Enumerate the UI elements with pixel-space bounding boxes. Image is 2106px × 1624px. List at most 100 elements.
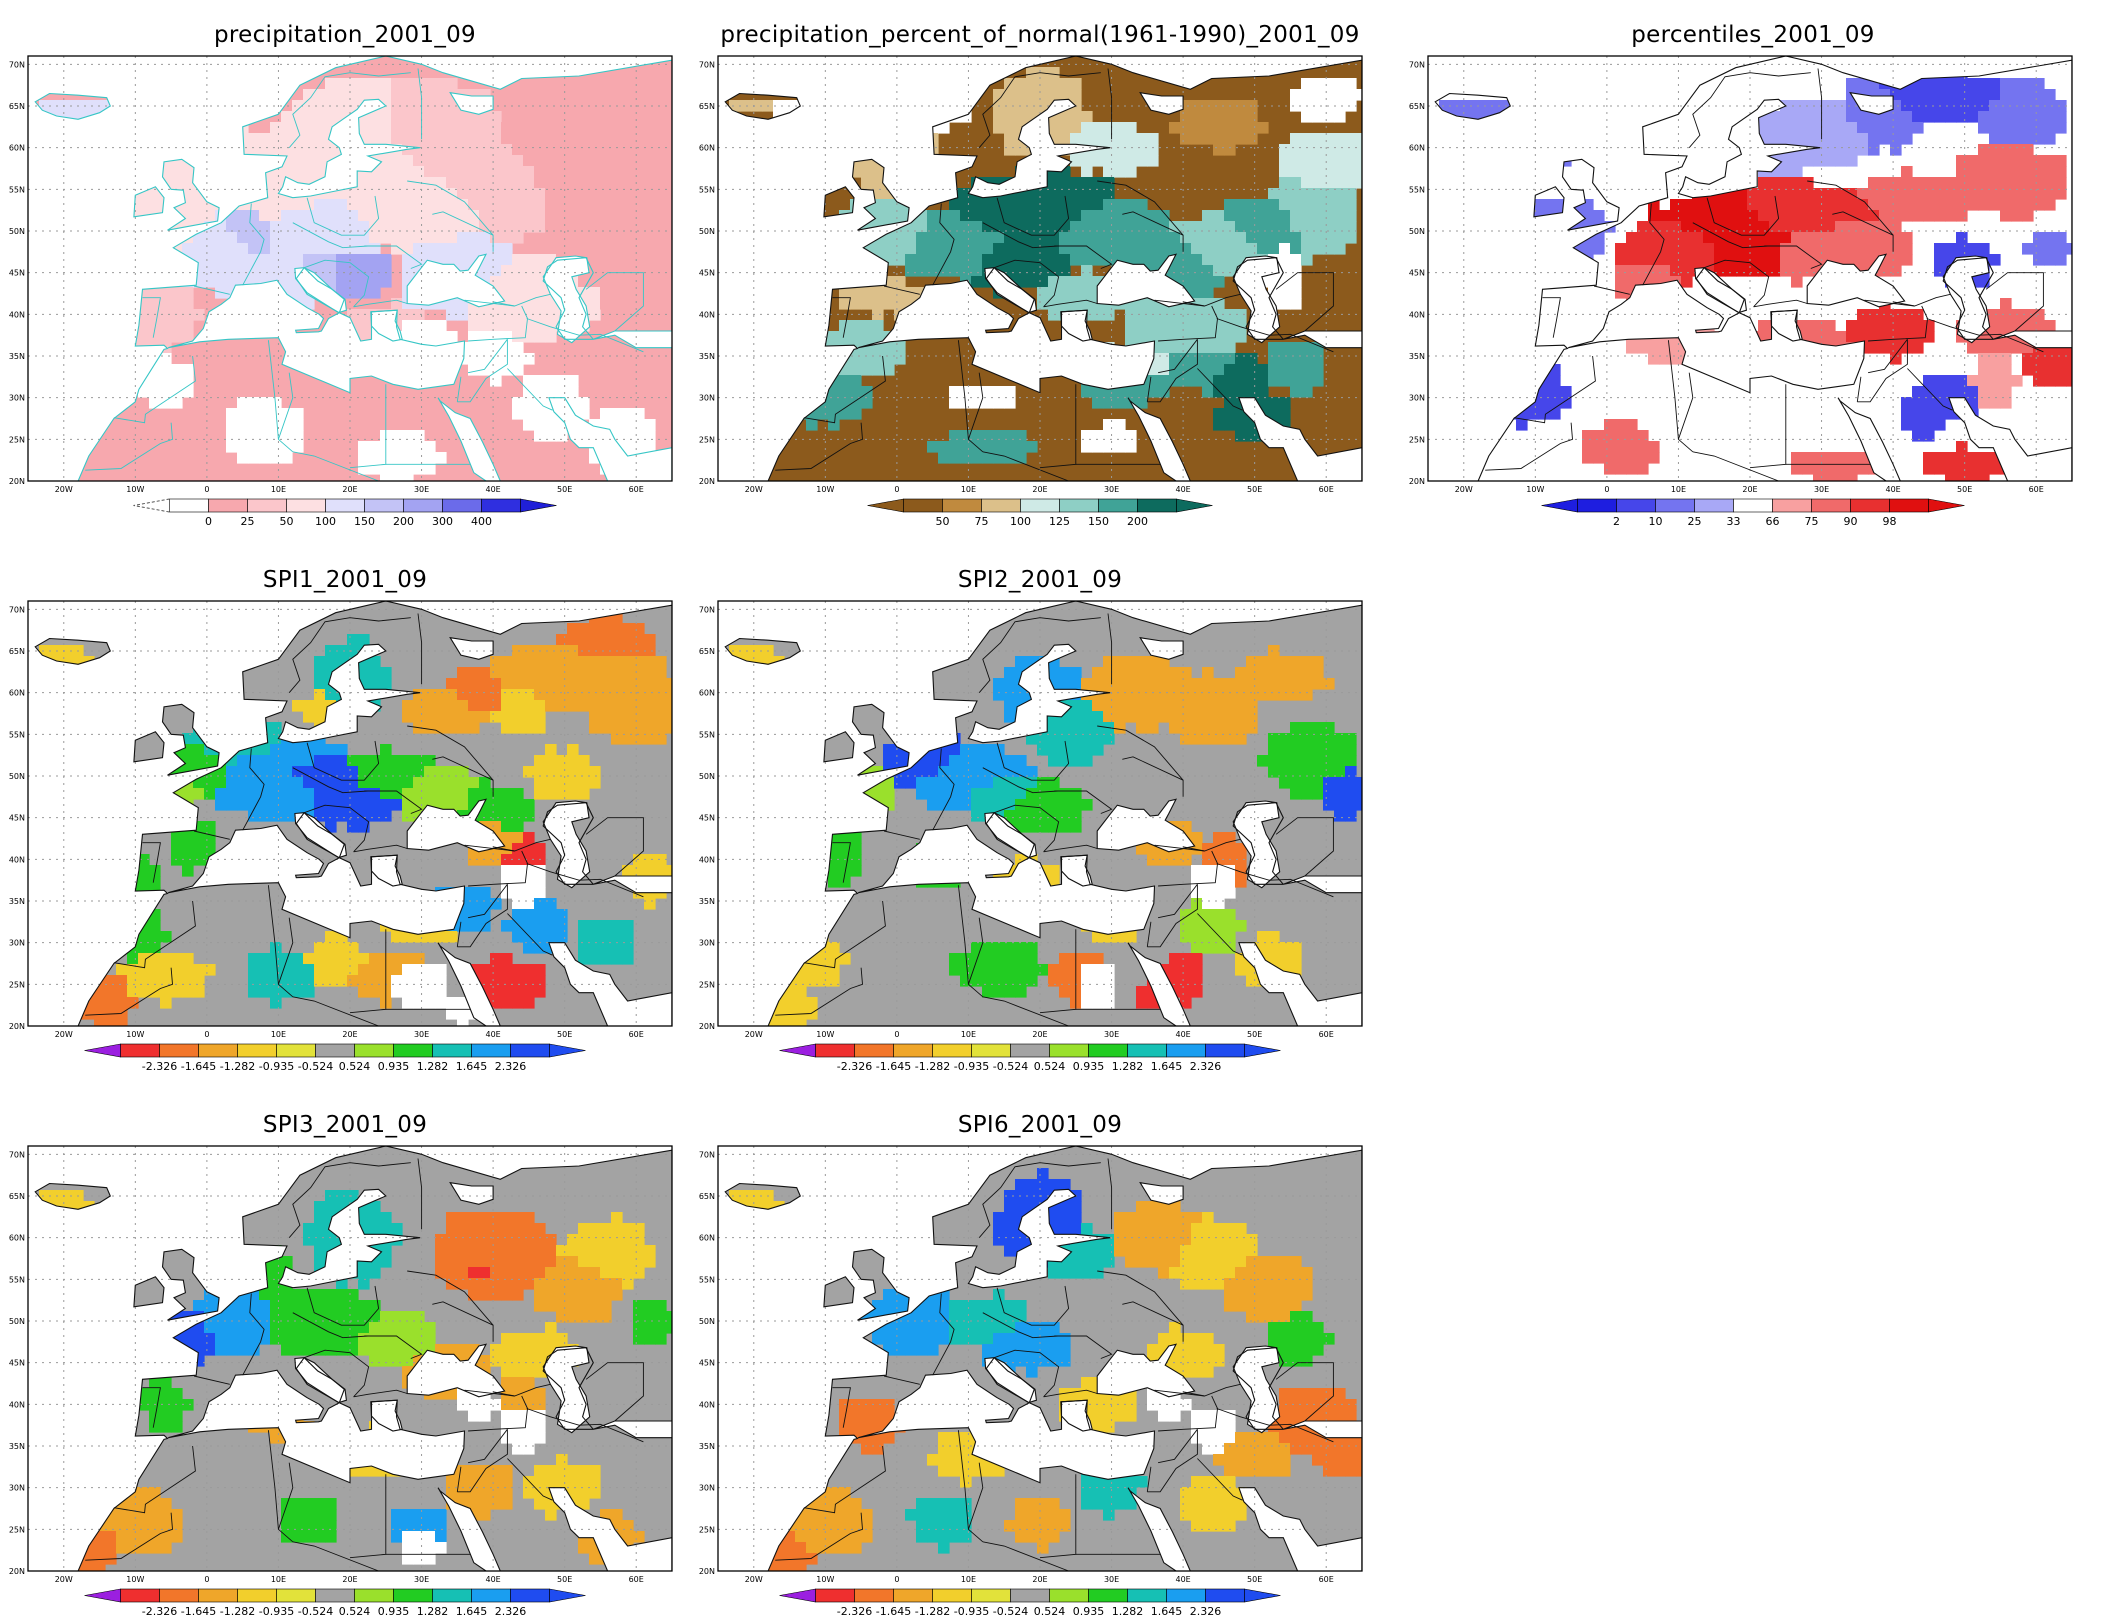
lat-tick-label: 25N [1409,435,1425,444]
colorbar-tick-label: -0.524 [298,1605,333,1618]
colorbar-segment [287,499,326,512]
colorbar-segment [472,1589,511,1602]
lon-tick-label: 10W [1526,485,1544,494]
lat-tick-label: 65N [699,102,715,111]
lat-tick-label: 30N [9,1484,25,1493]
colorbar-tick-label: 50 [936,515,950,528]
lat-tick-label: 45N [699,814,715,823]
colorbar-tick-label: 25 [241,515,255,528]
colorbar-segment [1734,499,1773,512]
lon-tick-label: 30E [1104,485,1119,494]
lat-tick-label: 65N [1409,102,1425,111]
lat-tick-label: 60N [9,1234,25,1243]
colorbar-tick-label: 0.935 [378,1060,410,1073]
lat-tick-label: 65N [699,647,715,656]
lon-tick-label: 60E [1319,1030,1334,1039]
lon-tick-label: 30E [1814,485,1829,494]
lat-tick-label: 55N [1409,185,1425,194]
lat-tick-label: 20N [699,1567,715,1576]
colorbar-tick-label: 25 [1688,515,1702,528]
colorbar-left-arrow [780,1044,816,1057]
lon-tick-label: 60E [629,1030,644,1039]
lon-tick-label: 10E [271,485,286,494]
colorbar-right-arrow [521,499,557,512]
lat-tick-label: 55N [699,1275,715,1284]
colorbar-segment [1011,1044,1050,1057]
lat-tick-label: 45N [1409,269,1425,278]
colorbar-tick-label: -0.935 [954,1060,989,1073]
lat-tick-label: 55N [699,185,715,194]
colorbar-tick-label: 90 [1844,515,1858,528]
colorbar-segment [404,499,443,512]
colorbar-tick-label: -0.524 [298,1060,333,1073]
colorbar-tick-label: 33 [1727,515,1741,528]
lat-tick-label: 20N [699,1022,715,1031]
colorbar-segment [121,1589,160,1602]
lon-tick-label: 10W [126,1575,144,1584]
colorbar-segment [277,1589,316,1602]
lon-tick-label: 10W [126,1030,144,1039]
colorbar-segment [1099,499,1138,512]
lon-tick-label: 40E [1885,485,1900,494]
lon-tick-label: 0 [894,1030,899,1039]
panel-title: percentiles_2001_09 [1400,22,2106,48]
lon-tick-label: 60E [629,1575,644,1584]
colorbar-tick-label: 1.282 [1112,1060,1144,1073]
colorbar-segment [160,1044,199,1057]
lat-tick-label: 55N [9,1275,25,1284]
colorbar-right-arrow [1245,1589,1281,1602]
colorbar-right-arrow [1245,1044,1281,1057]
lat-tick-label: 60N [1409,144,1425,153]
lon-tick-label: 10E [961,485,976,494]
colorbar-tick-label: 200 [1127,515,1148,528]
colorbar-segment [316,1589,355,1602]
colorbar-segment [1011,1589,1050,1602]
colorbar-tick-label: -1.645 [876,1060,911,1073]
colorbar-left-arrow [134,499,170,512]
colorbar-segment [816,1044,855,1057]
lon-tick-label: 40E [1175,1575,1190,1584]
colorbar-segment [511,1589,550,1602]
colorbar-right-arrow [550,1044,586,1057]
lat-tick-label: 65N [9,1192,25,1201]
lon-tick-label: 40E [485,1575,500,1584]
lon-tick-label: 0 [204,1030,209,1039]
colorbar-tick-label: 1.645 [456,1060,488,1073]
lon-tick-label: 30E [1104,1575,1119,1584]
lon-tick-label: 10E [271,1030,286,1039]
lat-tick-label: 35N [9,352,25,361]
lon-tick-label: 50E [557,1030,572,1039]
lat-tick-label: 65N [9,102,25,111]
colorbar-segment [394,1044,433,1057]
lat-tick-label: 35N [9,897,25,906]
colorbar-segment [1060,499,1099,512]
colorbar-segment [248,499,287,512]
lon-tick-label: 0 [894,485,899,494]
colorbar-segment [1206,1589,1245,1602]
colorbar-segment [326,499,365,512]
lat-tick-label: 45N [9,1359,25,1368]
lat-tick-label: 25N [699,435,715,444]
colorbar-right-arrow [1177,499,1213,512]
colorbar-segment [1812,499,1851,512]
lon-tick-label: 60E [1319,485,1334,494]
colorbar-tick-label: 0.935 [1073,1605,1105,1618]
lon-tick-label: 20W [745,1030,763,1039]
colorbar-tick-label: -1.282 [220,1605,255,1618]
lat-tick-label: 60N [699,144,715,153]
colorbar-tick-label: 2.326 [1190,1605,1222,1618]
colorbar-segment [316,1044,355,1057]
lon-tick-label: 20W [745,1575,763,1584]
colorbar-right-arrow [1929,499,1965,512]
colorbar-tick-label: 400 [471,515,492,528]
lat-tick-label: 40N [699,1400,715,1409]
lon-tick-label: 60E [1319,1575,1334,1584]
colorbar-tick-label: -2.326 [142,1605,177,1618]
